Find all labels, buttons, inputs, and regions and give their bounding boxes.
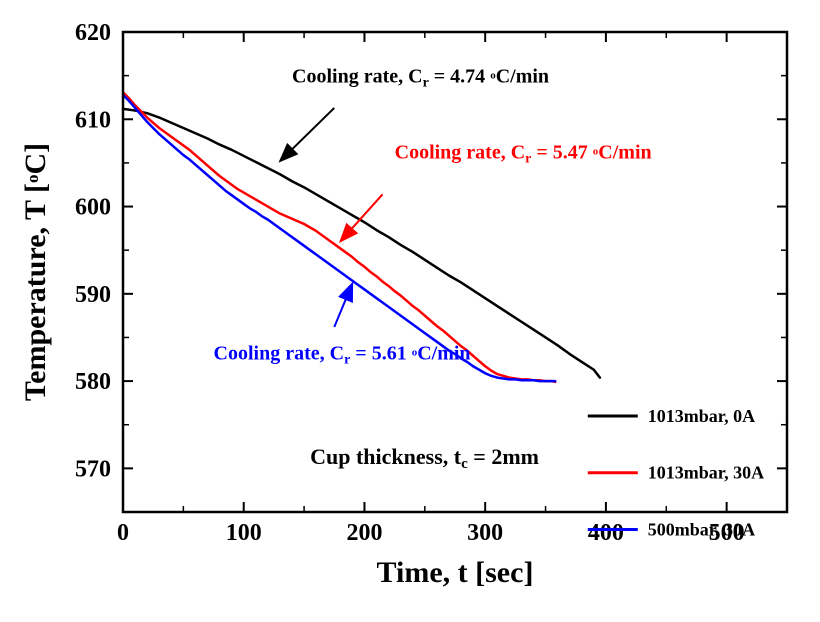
y-tick-label: 600 xyxy=(75,195,111,221)
annotation-label: Cooling rate, Cr = 5.61 oC/min xyxy=(214,342,471,367)
x-tick-label: 0 xyxy=(117,520,129,546)
legend-label: 1013mbar, 30A xyxy=(648,463,764,483)
x-tick-label: 400 xyxy=(588,520,624,546)
annotation-label: Cooling rate, Cr = 5.47 oC/min xyxy=(395,142,652,167)
x-axis-label: Time, t [sec] xyxy=(377,556,534,589)
y-tick-label: 580 xyxy=(75,369,111,395)
x-tick-label: 300 xyxy=(467,520,503,546)
y-tick-label: 590 xyxy=(75,282,111,308)
x-tick-label: 100 xyxy=(226,520,262,546)
y-tick-label: 570 xyxy=(75,456,111,482)
subtitle-label: Cup thickness, tc = 2mm xyxy=(310,444,539,472)
annotation-label: Cooling rate, Cr = 4.74 oC/min xyxy=(292,66,549,91)
cooling-chart: 0100200300400500570580590600610620Time, … xyxy=(0,0,820,622)
legend-label: 1013mbar, 0A xyxy=(648,406,755,426)
x-tick-label: 200 xyxy=(346,520,382,546)
y-tick-label: 610 xyxy=(75,107,111,133)
legend-label: 500mbar, 30A xyxy=(648,519,755,539)
y-tick-label: 620 xyxy=(75,20,111,46)
